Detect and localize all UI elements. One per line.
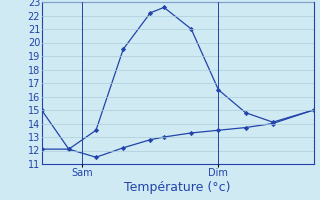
X-axis label: Température (°c): Température (°c) (124, 181, 231, 194)
